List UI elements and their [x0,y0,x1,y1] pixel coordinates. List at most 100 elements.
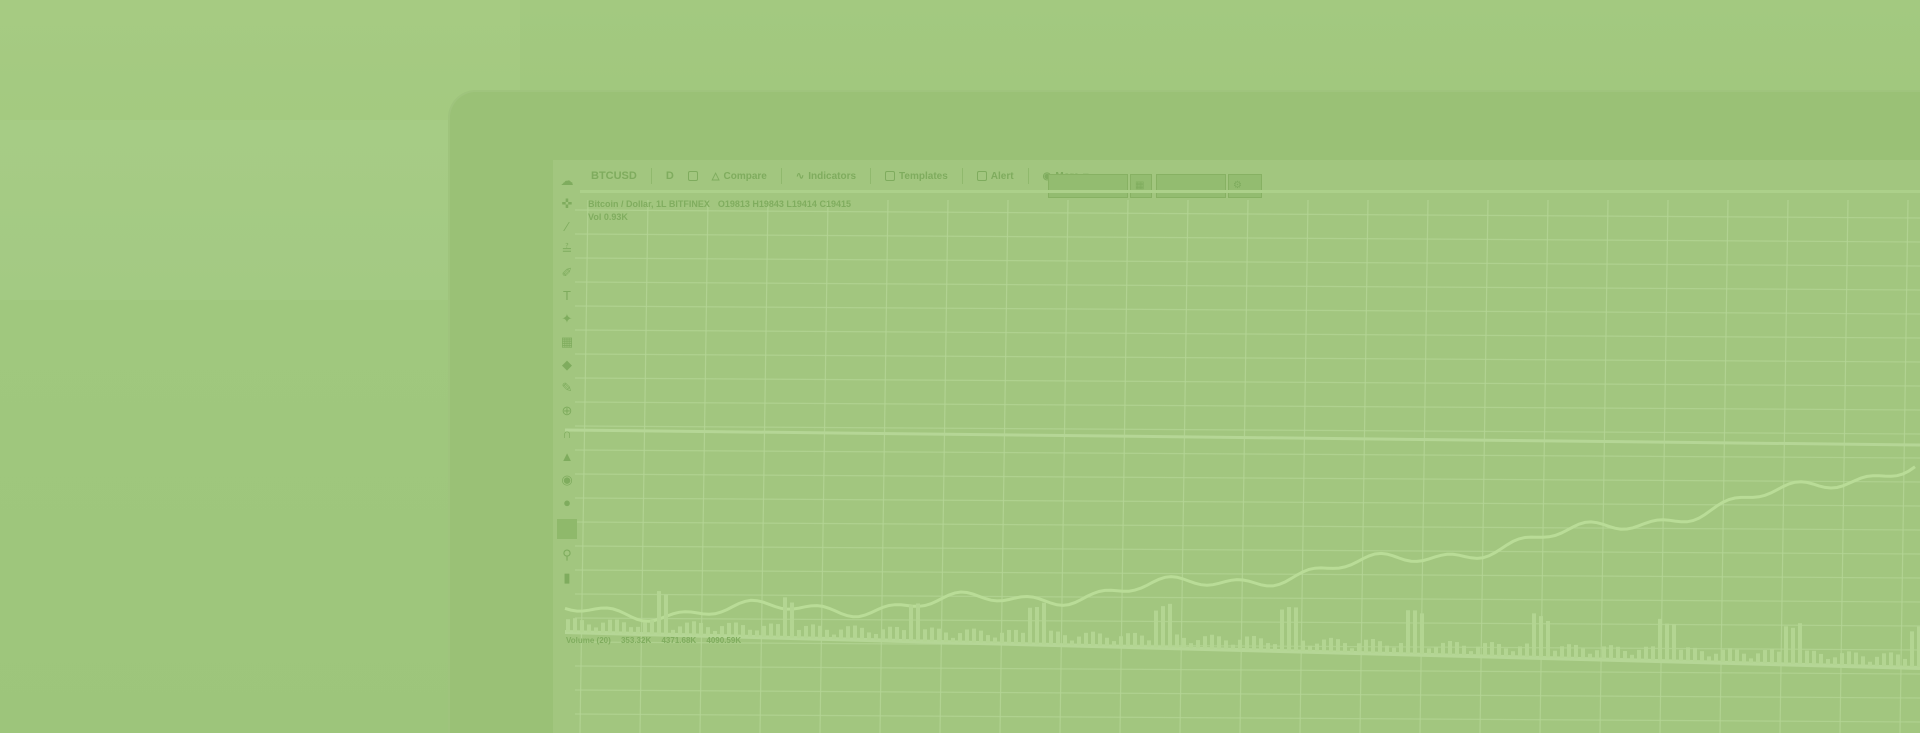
eye-icon[interactable]: ◉ [561,472,573,487]
volume-bar [1105,637,1109,647]
volume-bar [566,619,570,632]
legend-pair[interactable]: Bitcoin / Dollar, 1L BITFINEX [588,199,710,209]
layout-button[interactable]: ▦ [1130,174,1152,198]
indicators-button[interactable]: ∿ Indicators [796,171,856,182]
toolbar-border [580,190,1920,193]
volume-bar [1658,618,1662,661]
grid-line-horizontal [574,689,1920,699]
ruler-icon[interactable]: ✎ [561,380,573,395]
magnet-icon[interactable]: ∩ [562,426,572,441]
volume-bar [1581,648,1585,659]
volume-legend: Volume (20) 353.32K 4371.68K 4090.59K [566,636,749,645]
pattern-icon[interactable]: ✦ [561,311,573,326]
volume-bar [1203,636,1207,649]
lock-icon[interactable]: ▲ [560,449,574,464]
volume-bar [1154,610,1158,648]
volume-bar [1728,648,1732,663]
brush-icon[interactable]: ✐ [561,265,573,280]
tag-icon[interactable]: ▮ [563,570,571,585]
grid-line-horizontal [574,209,1920,219]
volume-bar [1588,653,1592,659]
interval-button[interactable]: D [665,170,674,182]
volume-bar [1637,649,1641,660]
volume-bar [1497,643,1501,657]
legend-line-2: Vol 0.93K [588,211,859,224]
grid-line-vertical [1239,199,1249,733]
alert-button[interactable]: Alert [976,171,1014,182]
volume-bar [1735,649,1739,663]
grid-line-vertical [1839,199,1849,733]
grid-line-horizontal [574,473,1920,483]
volume-bar [853,625,857,640]
fib-icon[interactable]: ≟ [561,242,573,257]
volume-bar [1385,645,1389,654]
zoom-icon[interactable]: ⊕ [561,403,573,418]
save-box[interactable] [1156,174,1226,198]
volume-bar [1441,642,1445,655]
volume-bar [1574,644,1578,659]
volume-bar [1301,640,1305,652]
volume-bar [1273,644,1277,651]
volume-bar [1679,649,1683,661]
grid-line-horizontal [574,257,1920,267]
volume-bar [1609,645,1613,660]
trash-icon[interactable]: ● [563,495,571,510]
text-icon[interactable]: T [563,288,571,303]
compare-button[interactable]: △ Compare [712,171,767,182]
volume-bar [734,622,738,637]
grid-line-vertical [579,199,589,733]
volume-bar [944,632,948,642]
grid-line-vertical [999,199,1009,733]
grid-line-vertical [699,199,709,733]
compare-label: Compare [723,170,767,182]
volume-bar [1371,638,1375,653]
grid-line-horizontal [574,329,1920,339]
volume-bar [1280,609,1284,651]
volume-bar [587,624,591,633]
favorites-block[interactable] [557,519,577,539]
candle-style-button[interactable] [687,171,698,181]
shape-icon[interactable]: ◆ [562,357,572,372]
grid-line-horizontal [574,713,1920,723]
grid-line-vertical [939,199,949,733]
volume-bar [1196,640,1200,649]
settings-button[interactable]: ⚙ [1228,174,1262,198]
volume-bar [839,629,843,640]
volume-bar [1882,653,1886,667]
volume-bar [727,622,731,637]
volume-bar [1364,639,1368,653]
templates-button[interactable]: Templates [885,171,948,182]
grid-line-vertical [1359,199,1369,733]
undo-redo-box[interactable] [1048,174,1128,198]
trendline-icon[interactable]: ∕ [565,219,569,234]
volume-bar [958,633,962,643]
volume-bar [1602,646,1606,659]
volume-bar [657,591,661,635]
volume-bar [1742,653,1746,663]
volume-bar [1847,651,1851,666]
symbol-search[interactable]: BTCUSD [591,170,637,182]
volume-bar [923,629,927,642]
volume-bar [1525,643,1529,657]
cloud-icon[interactable]: ☁ [560,173,574,188]
volume-bar [741,625,745,637]
prediction-icon[interactable]: ▦ [560,334,574,349]
grid-line-horizontal [574,233,1920,243]
templates-icon [885,171,896,181]
volume-bar [594,627,598,633]
volume-bar [643,622,647,635]
volume-bar [1693,647,1697,662]
volume-bar [902,630,906,641]
volume-bar [1217,636,1221,649]
templates-label: Templates [899,170,948,182]
pin-icon[interactable]: ⚲ [562,547,572,562]
volume-bar [1595,650,1599,659]
crosshair-icon[interactable]: ✜ [561,196,573,211]
pane-separator [564,630,1920,670]
volume-bar [1259,638,1263,651]
volume-bar [1028,607,1032,645]
volume-bar [601,622,605,633]
volume-bar [1007,629,1011,644]
volume-bar [1616,646,1620,660]
